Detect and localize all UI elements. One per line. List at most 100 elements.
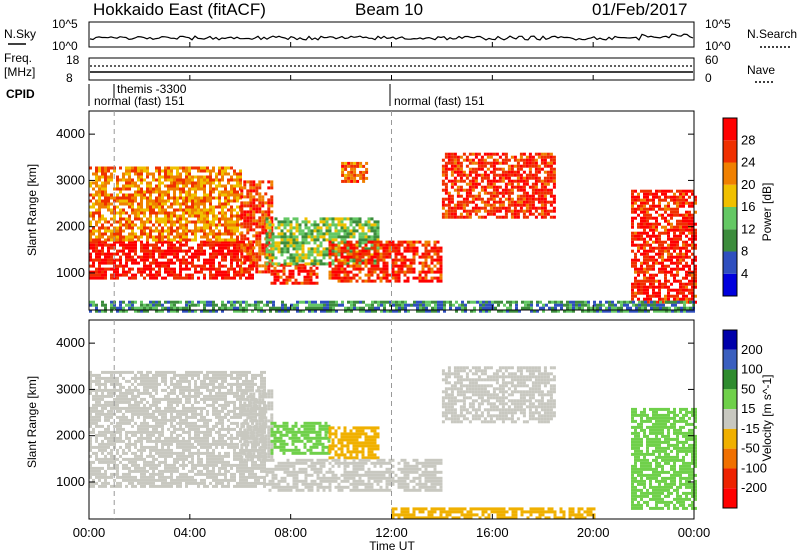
power-cell <box>128 226 131 230</box>
power-cell <box>673 288 676 292</box>
power-cell <box>349 259 353 263</box>
power-cell <box>373 223 377 227</box>
power-cell <box>631 195 634 199</box>
power-cell <box>652 222 655 226</box>
power-cell <box>649 294 652 298</box>
power-cell <box>388 243 392 247</box>
power-cell <box>134 190 137 194</box>
power-cell <box>343 235 347 239</box>
power-cell <box>549 191 553 195</box>
power-cell <box>355 279 359 283</box>
power-cell <box>182 261 185 265</box>
power-cell <box>575 300 578 304</box>
power-cell <box>668 309 671 313</box>
power-cell <box>179 208 182 212</box>
power-cell <box>252 264 256 268</box>
power-cell <box>110 211 113 215</box>
power-cell <box>347 170 351 174</box>
power-cell <box>239 181 242 185</box>
power-cell <box>134 193 137 197</box>
power-cell <box>444 197 448 201</box>
power-cell <box>515 306 518 310</box>
power-cell <box>367 249 371 253</box>
power-cell <box>486 182 490 186</box>
velocity-cell <box>140 406 143 410</box>
power-cell <box>439 258 443 262</box>
power-cell <box>617 300 620 304</box>
power-cell <box>465 158 469 162</box>
power-cell <box>670 273 673 277</box>
power-cell <box>140 309 143 313</box>
power-cell <box>252 228 256 232</box>
velocity-cell <box>122 427 125 431</box>
power-cell <box>602 303 605 307</box>
power-cell <box>509 309 512 313</box>
power-cell <box>200 214 203 218</box>
power-cell <box>646 291 649 295</box>
power-cell <box>643 297 646 301</box>
velocity-cell <box>101 433 104 437</box>
power-cell <box>691 294 694 298</box>
power-cell <box>355 255 359 259</box>
power-cell <box>249 213 253 217</box>
power-cell <box>149 199 152 203</box>
power-cell <box>107 243 110 247</box>
power-cell <box>197 181 200 185</box>
power-cell <box>218 166 221 170</box>
power-cell <box>486 197 490 201</box>
power-cell <box>116 193 119 197</box>
power-cell <box>155 258 158 262</box>
velocity-cell <box>95 457 98 461</box>
power-cell <box>379 243 383 247</box>
power-cell <box>634 285 637 289</box>
power-cell <box>258 264 262 268</box>
power-cell <box>501 152 505 156</box>
velocity-cell <box>122 370 125 374</box>
power-cell <box>667 291 670 295</box>
power-cell <box>436 252 440 256</box>
power-cell <box>224 187 227 191</box>
power-cell <box>221 270 224 274</box>
power-cell <box>281 306 284 310</box>
power-cell <box>522 185 526 189</box>
power-cell <box>265 220 269 224</box>
power-cell <box>673 255 676 259</box>
power-cell <box>152 235 155 239</box>
power-cell <box>131 255 134 259</box>
power-cell <box>355 250 359 254</box>
power-cell <box>170 166 173 170</box>
power-cell <box>661 270 664 274</box>
power-cell <box>536 309 539 313</box>
velocity-cell <box>131 481 134 485</box>
power-cell <box>170 300 173 304</box>
power-cell <box>655 300 658 304</box>
power-cell <box>546 191 550 195</box>
y-tick-label: 3000 <box>56 172 85 187</box>
velocity-cell <box>125 391 128 395</box>
power-cell <box>634 252 637 256</box>
power-cell <box>286 235 290 239</box>
power-cell <box>468 161 472 165</box>
power-cell <box>203 264 206 268</box>
power-cell <box>158 240 161 244</box>
power-cell <box>255 189 259 193</box>
power-cell <box>397 267 401 271</box>
power-cell <box>477 158 481 162</box>
power-cell <box>267 264 271 268</box>
power-cell <box>242 309 245 313</box>
power-cell <box>373 243 377 247</box>
power-cell <box>640 288 643 292</box>
power-cell <box>489 179 493 183</box>
power-cell <box>188 181 191 185</box>
power-cell <box>224 303 227 307</box>
power-cell <box>134 235 137 239</box>
power-cell <box>206 196 209 200</box>
power-cell <box>212 220 215 224</box>
power-cell <box>679 222 682 226</box>
power-cell <box>376 255 380 259</box>
power-cell <box>286 220 290 224</box>
power-cell <box>191 193 194 197</box>
power-cell <box>261 264 265 268</box>
power-cell <box>230 178 233 182</box>
power-cell <box>89 243 92 247</box>
